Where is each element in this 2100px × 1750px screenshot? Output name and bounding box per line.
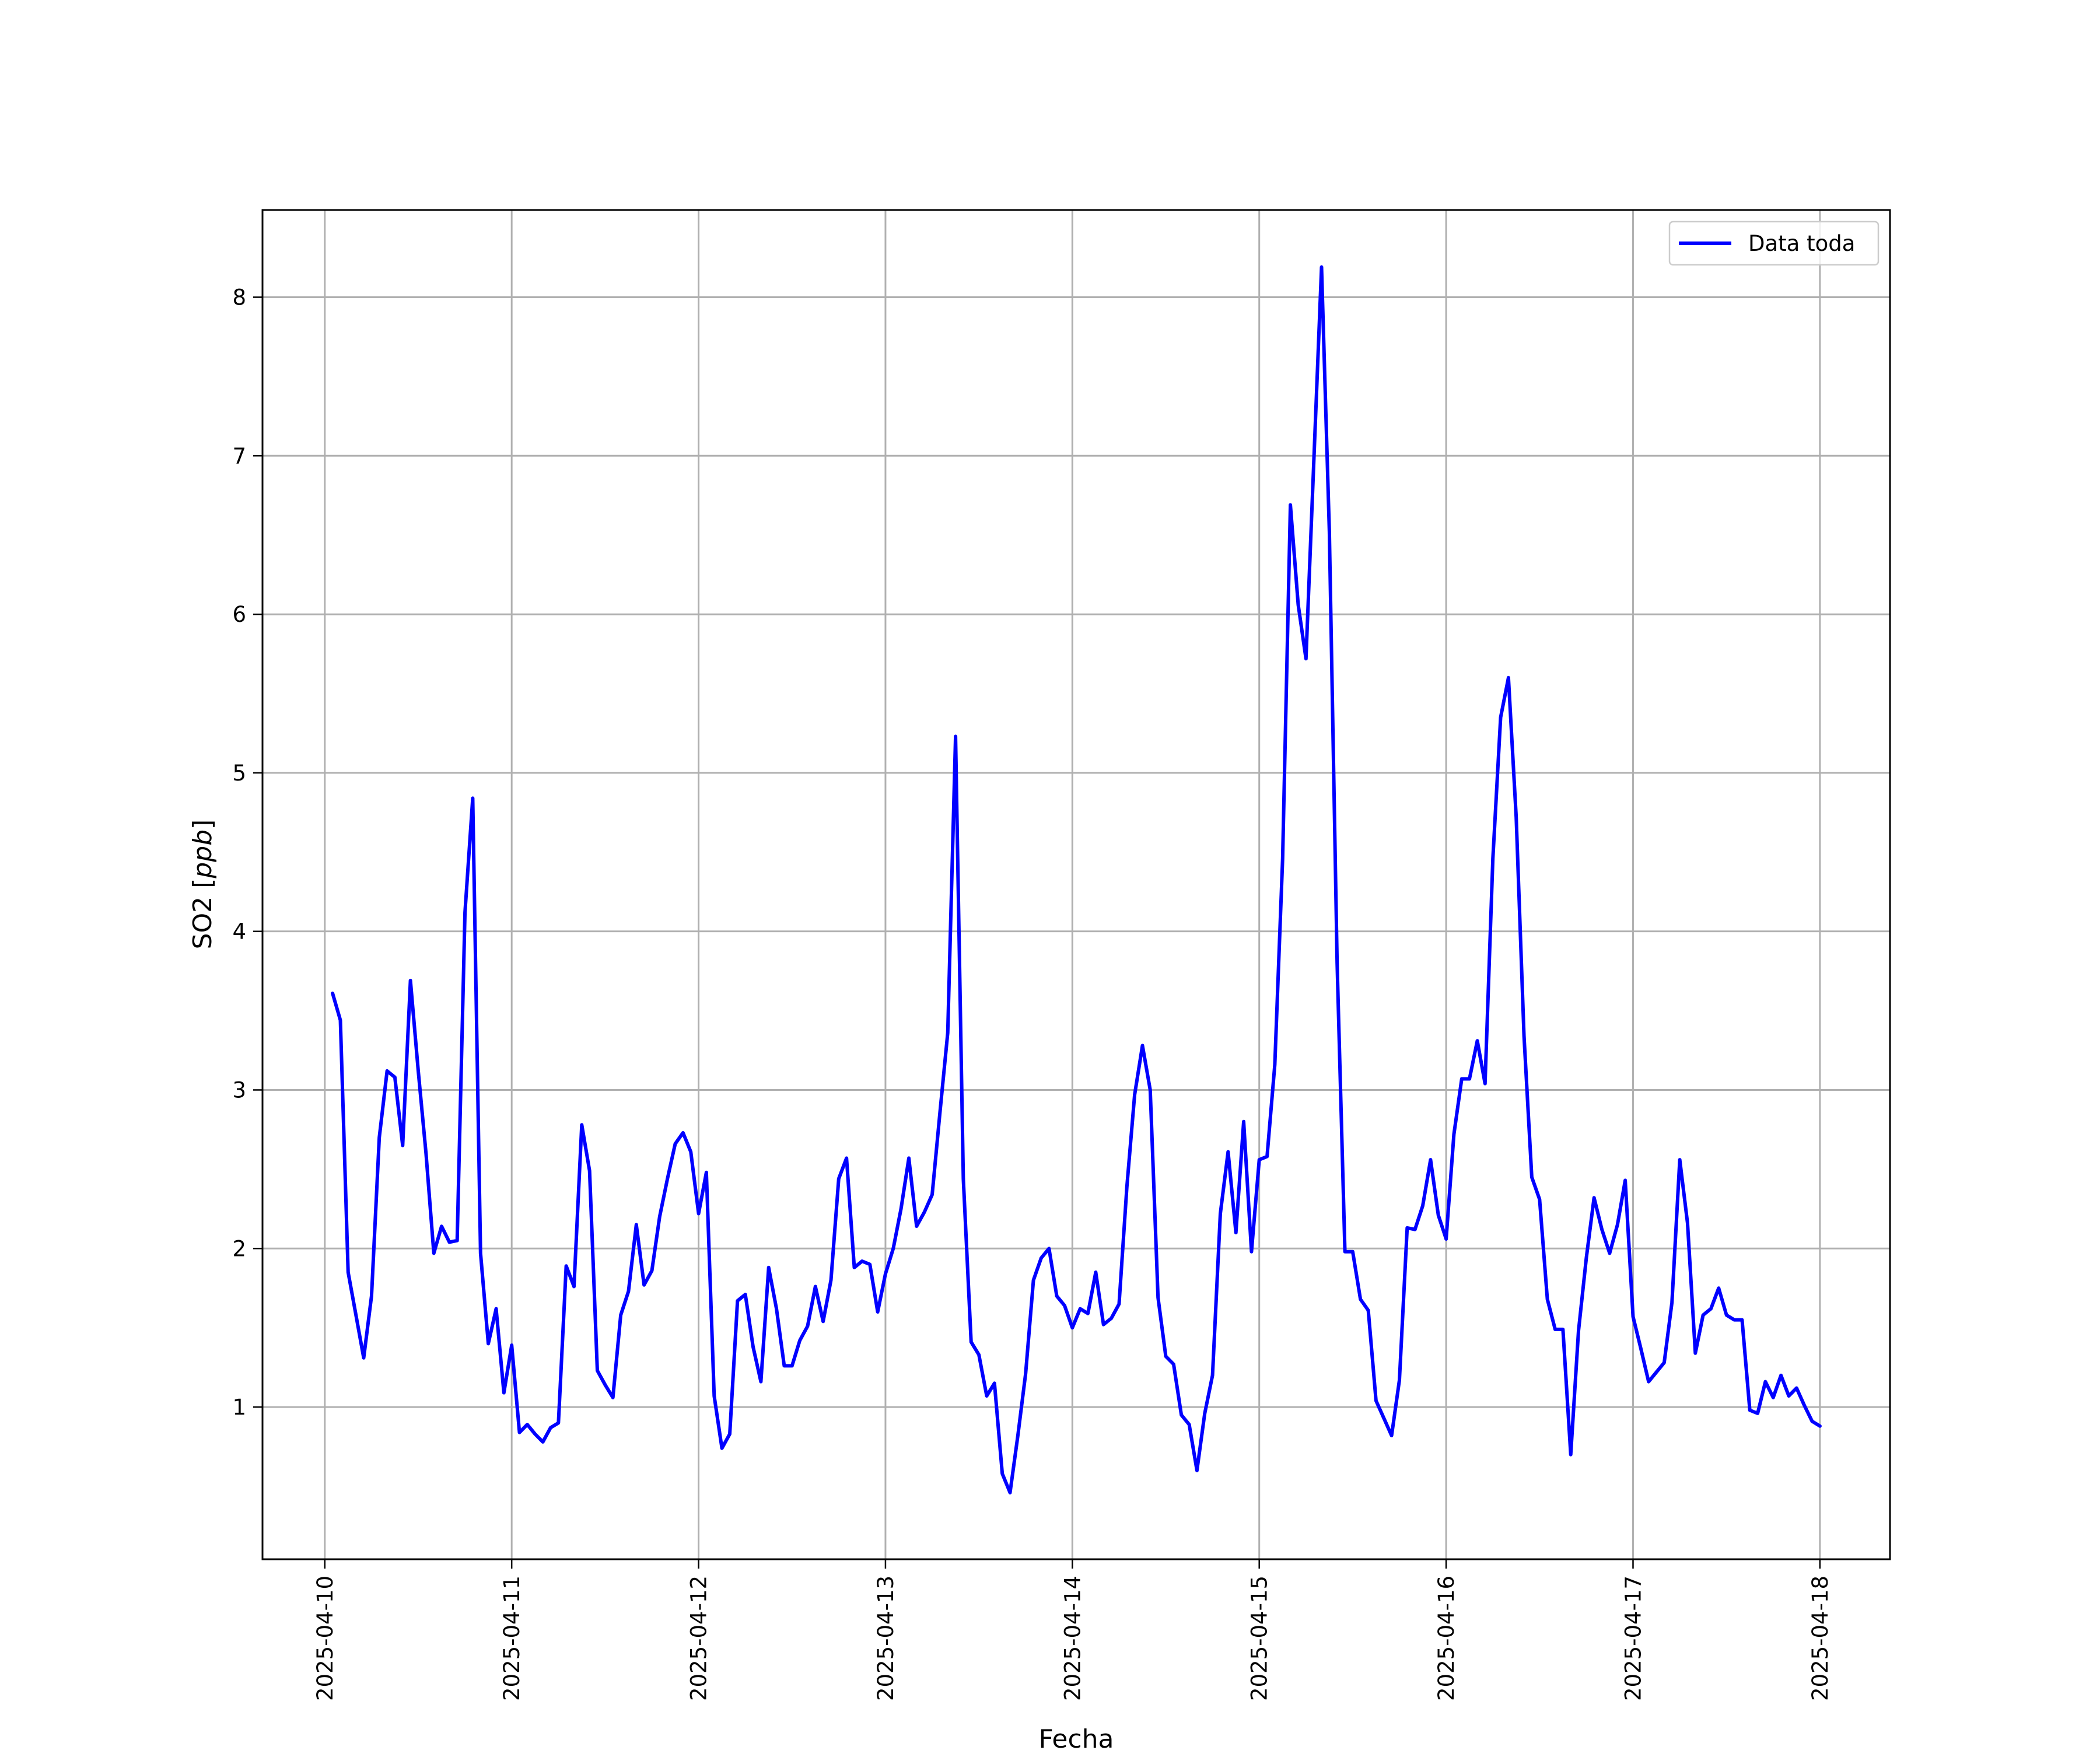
x-tick-label: 2025-04-13 — [873, 1576, 898, 1701]
y-tick-label: 6 — [232, 602, 246, 627]
x-tick-label: 2025-04-12 — [687, 1576, 712, 1701]
y-axis-label-end: ] — [188, 820, 218, 830]
y-axis: 1 2 3 4 5 6 7 8 — [232, 285, 262, 1420]
y-tick-label: 2 — [232, 1236, 246, 1261]
y-tick-label: 5 — [232, 761, 246, 786]
x-tick-label: 2025-04-14 — [1060, 1576, 1085, 1701]
x-tick-label: 2025-04-16 — [1434, 1576, 1459, 1701]
y-tick-label: 3 — [232, 1077, 246, 1102]
x-tick-label: 2025-04-15 — [1247, 1576, 1272, 1701]
legend-box — [1668, 220, 1880, 266]
x-tick-label: 2025-04-17 — [1620, 1576, 1646, 1701]
y-tick-label: 1 — [232, 1395, 246, 1420]
y-tick-label: 7 — [232, 443, 246, 468]
x-tick-label: 2025-04-18 — [1808, 1576, 1833, 1701]
y-axis-label: SO2 [ppb] — [188, 820, 218, 950]
x-tick-label: 2025-04-10 — [313, 1576, 338, 1701]
legend-label: Data toda — [1748, 231, 1855, 256]
x-axis: 2025-04-10 2025-04-11 2025-04-12 2025-04-13… — [313, 1559, 1833, 1701]
plot-area — [262, 210, 1890, 1559]
series-line — [331, 265, 1822, 1494]
y-tick-label: 8 — [232, 285, 246, 310]
grid — [262, 210, 1890, 1559]
legend: Data toda — [1668, 220, 1880, 266]
y-axis-label-main: SO2 [ — [188, 878, 218, 950]
x-tick-label: 2025-04-11 — [499, 1576, 524, 1701]
x-axis-label: Fecha — [1038, 1724, 1114, 1750]
y-tick-label: 4 — [232, 919, 246, 944]
y-axis-label-unit: ppb — [188, 830, 218, 879]
series-layer — [331, 265, 1822, 1494]
plot-frame — [261, 209, 1891, 1560]
